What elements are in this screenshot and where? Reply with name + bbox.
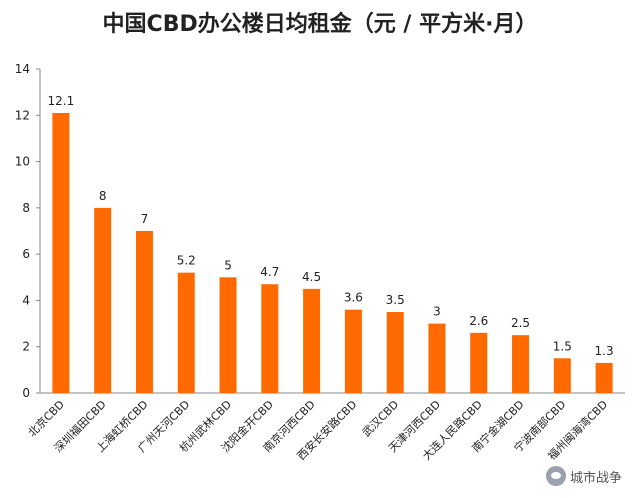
- data-label: 1.5: [553, 339, 572, 353]
- y-tick-label: 12: [15, 108, 30, 122]
- bar: [428, 323, 446, 393]
- bar: [177, 272, 195, 393]
- bar: [303, 288, 321, 393]
- data-label: 4.5: [302, 270, 321, 284]
- bar: [386, 312, 404, 393]
- y-tick-label: 2: [22, 340, 30, 354]
- bar: [553, 358, 571, 393]
- data-label: 4.7: [260, 265, 279, 279]
- data-label: 3.5: [386, 293, 405, 307]
- bar: [94, 207, 112, 393]
- bar: [219, 277, 237, 393]
- y-tick-label: 6: [22, 247, 30, 261]
- data-label: 3.6: [344, 291, 363, 305]
- y-tick-label: 8: [22, 201, 30, 215]
- data-label: 2.6: [469, 314, 488, 328]
- y-tick-label: 10: [15, 155, 30, 169]
- watermark: 城市战争: [541, 464, 626, 488]
- chart-labels: 12.1北京CBD8深圳福田CBD7上海虹桥CBD5.2广州天河CBD5杭州武林…: [25, 94, 614, 463]
- bar: [344, 309, 362, 393]
- y-tick-label: 0: [22, 386, 30, 400]
- data-label: 12.1: [48, 94, 75, 108]
- data-label: 5.2: [177, 254, 196, 268]
- data-label: 1.3: [595, 344, 614, 358]
- data-label: 8: [99, 189, 107, 203]
- bar: [512, 335, 530, 393]
- data-label: 7: [141, 212, 149, 226]
- bar: [470, 332, 488, 393]
- data-label: 5: [224, 258, 232, 272]
- watermark-text: 城市战争: [569, 470, 622, 486]
- bar: [261, 284, 279, 393]
- category-label: 武汉CBD: [360, 398, 402, 440]
- data-label: 3: [433, 305, 441, 319]
- bar: [135, 231, 153, 393]
- category-label: 北京CBD: [25, 397, 67, 439]
- y-tick-label: 14: [15, 62, 30, 76]
- wechat-icon: [545, 466, 566, 486]
- y-tick-label: 4: [22, 293, 30, 307]
- bar: [595, 362, 613, 393]
- bar: [52, 112, 70, 393]
- chart-bars: [52, 112, 613, 393]
- data-label: 2.5: [511, 316, 530, 330]
- chart-title: 中国CBD办公楼日均租金（元 / 平方米·月）: [102, 12, 538, 37]
